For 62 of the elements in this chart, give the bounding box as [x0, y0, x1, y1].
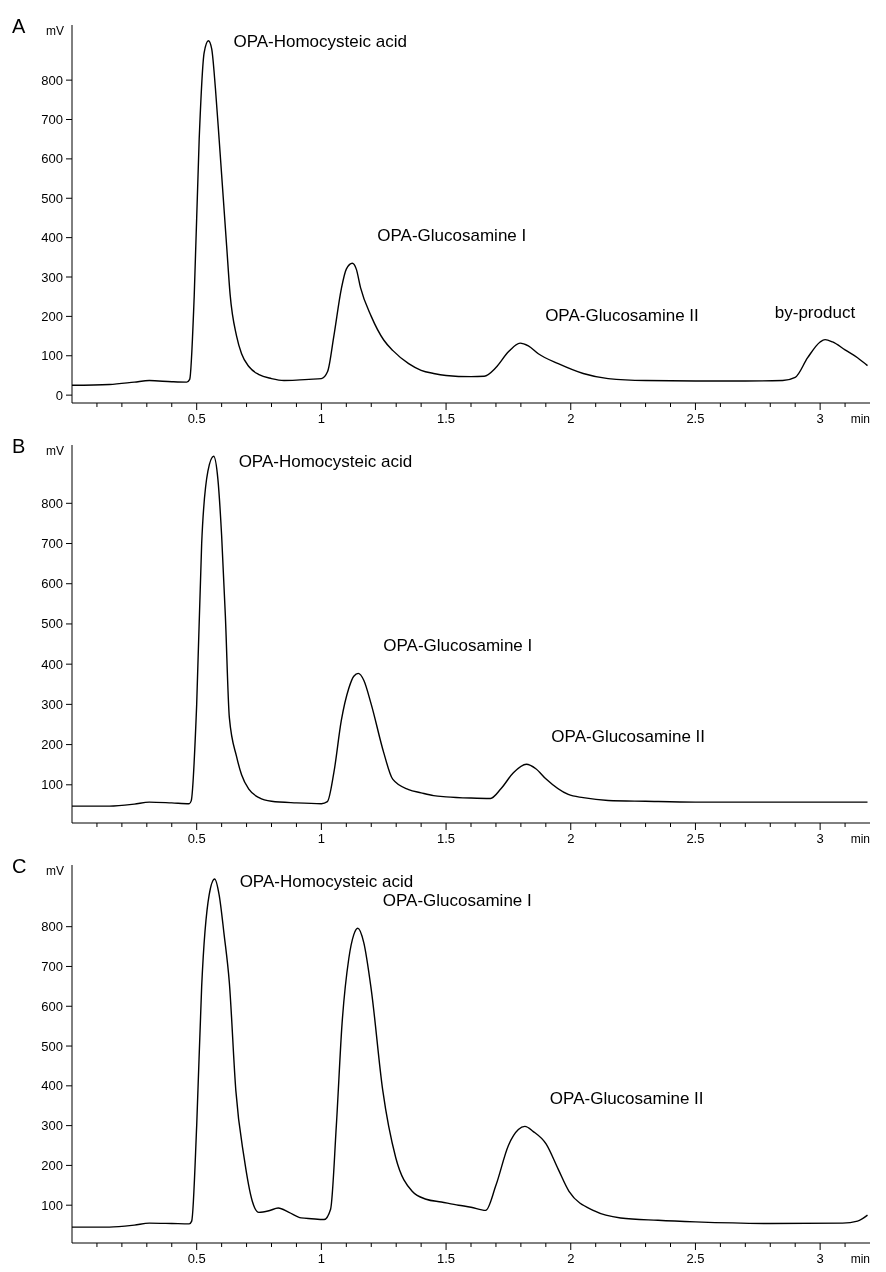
x-tick-label: 2.5	[686, 1251, 705, 1266]
y-tick-label: 200	[41, 737, 63, 753]
y-tick-label: 700	[41, 112, 63, 128]
x-axis-title: min	[850, 412, 870, 426]
x-tick-label: 3	[816, 1251, 824, 1266]
x-tick-label: 2	[567, 411, 575, 426]
x-tick-label: 2.5	[686, 831, 705, 846]
y-tick-label: 800	[41, 72, 63, 88]
y-tick-label: 0	[55, 387, 63, 403]
annotation: OPA-Glucosamine I	[377, 226, 527, 246]
y-tick-label: 400	[41, 1078, 63, 1094]
x-tick-label: 0.5	[187, 411, 206, 426]
annotation: OPA-Glucosamine II	[545, 306, 699, 326]
y-axis-title: mV	[46, 24, 64, 38]
x-tick-label: 0.5	[187, 1251, 206, 1266]
y-tick-label: 700	[41, 959, 63, 975]
y-axis-title: mV	[46, 444, 64, 458]
x-tick-label: 1.5	[437, 411, 456, 426]
x-tick-label: 1.5	[437, 1251, 456, 1266]
y-tick-label: 200	[41, 1157, 63, 1173]
annotation: OPA-Homocysteic acid	[238, 452, 413, 471]
annotation: OPA-Glucosamine I	[383, 636, 533, 656]
y-tick-label: 600	[41, 151, 63, 167]
y-tick-label: 600	[41, 576, 63, 592]
x-tick-label: 0.5	[187, 831, 206, 846]
x-tick-label: 3	[816, 411, 824, 426]
y-tick-label: 500	[41, 1038, 63, 1054]
x-axis-title: min	[850, 832, 870, 846]
y-tick-label: 300	[41, 696, 63, 712]
y-tick-label: 800	[41, 919, 63, 935]
chart-title: A	[12, 15, 26, 37]
x-tick-label: 2.5	[686, 411, 705, 426]
annotation: by-product	[774, 302, 856, 322]
chart-title: B	[12, 435, 26, 457]
y-axis-title: mV	[46, 864, 64, 878]
y-tick-label: 400	[41, 230, 63, 246]
chart-title: C	[12, 855, 27, 877]
y-tick-label: 100	[41, 777, 63, 793]
annotation: OPA-Homocysteic acid	[233, 32, 407, 51]
x-tick-label: 2	[567, 831, 575, 846]
y-tick-label: 300	[41, 269, 63, 285]
x-tick-label: 1.5	[437, 831, 456, 846]
annotation: OPA-Glucosamine II	[549, 1089, 704, 1109]
y-tick-label: 400	[41, 656, 63, 672]
y-tick-label: 300	[41, 1118, 63, 1134]
annotation: OPA-Glucosamine I	[382, 891, 532, 911]
y-tick-label: 100	[41, 348, 63, 364]
x-tick-label: 1	[317, 1251, 325, 1266]
x-axis-title: min	[850, 1252, 870, 1266]
x-tick-label: 2	[567, 1251, 575, 1266]
y-tick-label: 700	[41, 536, 63, 552]
y-tick-label: 500	[41, 616, 63, 632]
annotation: OPA-Glucosamine II	[551, 727, 706, 747]
annotation: OPA-Homocysteic acid	[239, 872, 414, 891]
y-tick-label: 100	[41, 1197, 63, 1213]
x-tick-label: 1	[317, 831, 325, 846]
y-tick-label: 200	[41, 308, 63, 324]
x-tick-label: 3	[816, 831, 824, 846]
y-tick-label: 600	[41, 998, 63, 1014]
y-tick-label: 500	[41, 190, 63, 206]
x-tick-label: 1	[317, 411, 325, 426]
y-tick-label: 800	[41, 495, 63, 511]
